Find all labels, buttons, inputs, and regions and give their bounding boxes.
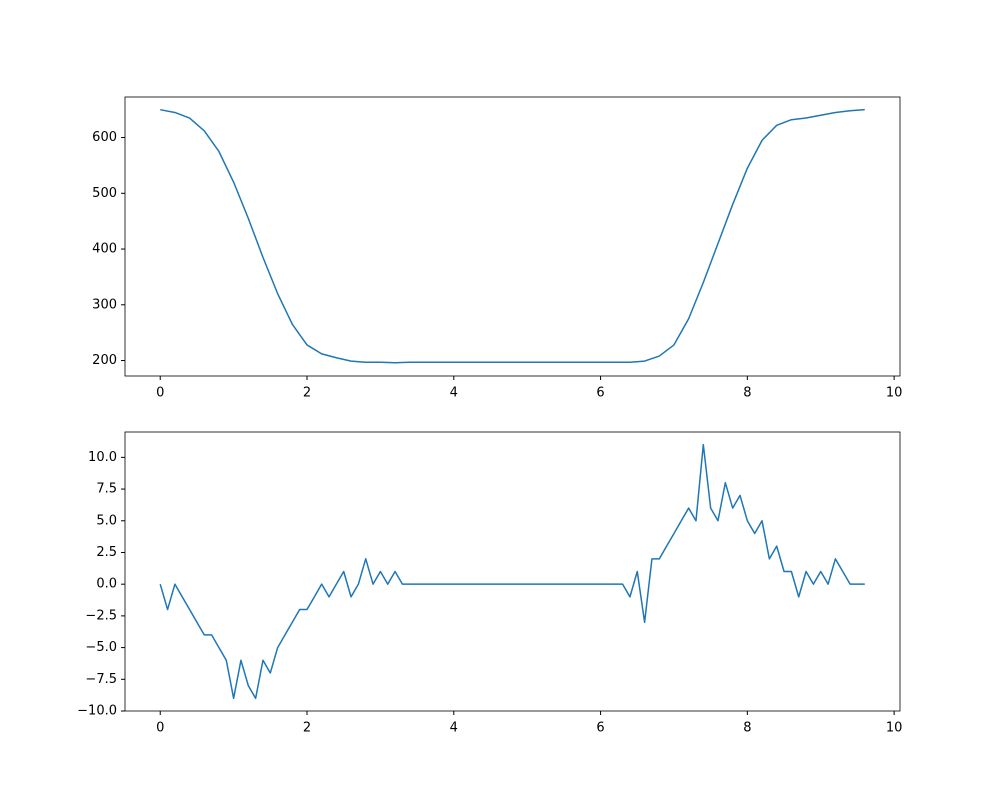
axes-frame bbox=[124, 96, 901, 377]
y-tick-label: 400 bbox=[92, 242, 117, 257]
x-tick-label: 0 bbox=[156, 721, 164, 736]
x-tick-label: 8 bbox=[743, 386, 751, 401]
y-tick-label: 5.0 bbox=[96, 513, 117, 528]
y-tick-label: 200 bbox=[92, 353, 117, 368]
x-tick-label: 0 bbox=[156, 386, 164, 401]
x-tick-label: 4 bbox=[450, 721, 458, 736]
data-line bbox=[159, 443, 865, 700]
x-tick-label: 8 bbox=[743, 721, 751, 736]
x-tick-label: 6 bbox=[596, 721, 604, 736]
x-tick-label: 4 bbox=[450, 386, 458, 401]
x-tick-label: 2 bbox=[303, 721, 311, 736]
y-tick-label: 600 bbox=[92, 130, 117, 145]
x-tick-label: 10 bbox=[886, 386, 903, 401]
x-tick-label: 6 bbox=[596, 386, 604, 401]
y-tick-label: 10.0 bbox=[88, 450, 117, 465]
y-tick-label: −7.5 bbox=[85, 672, 117, 687]
y-tick-label: 0.0 bbox=[96, 577, 117, 592]
x-tick-label: 2 bbox=[303, 386, 311, 401]
y-tick-label: 300 bbox=[92, 297, 117, 312]
y-tick-label: −5.0 bbox=[85, 640, 117, 655]
data-line bbox=[160, 108, 865, 364]
y-tick-label: 7.5 bbox=[96, 482, 117, 497]
y-tick-label: 500 bbox=[92, 186, 117, 201]
y-tick-label: 2.5 bbox=[96, 545, 117, 560]
y-tick-label: −10.0 bbox=[77, 704, 117, 719]
y-tick-label: −2.5 bbox=[85, 608, 117, 623]
axes-frame bbox=[124, 431, 901, 712]
x-tick-label: 10 bbox=[886, 721, 903, 736]
